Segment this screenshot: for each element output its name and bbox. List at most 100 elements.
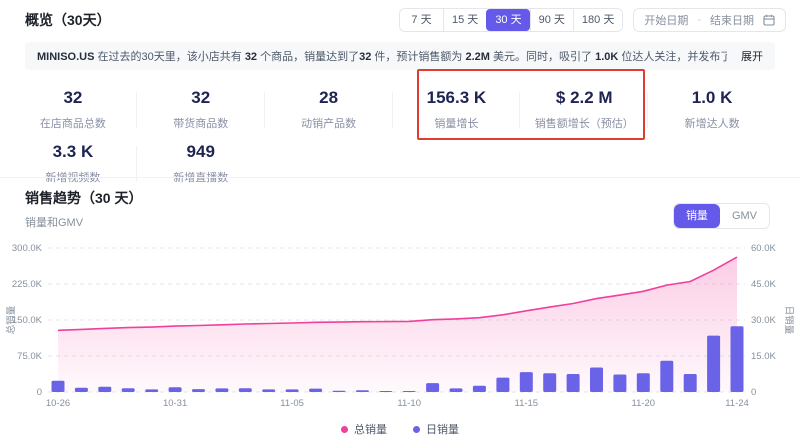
bar-11-03 <box>238 388 252 392</box>
sales-trend-chart: 0 0 75.0K 15.0K 150.0K 30.0K 225.0K 45.0K 300.0K… <box>0 238 800 416</box>
bar-10-29 <box>121 388 135 392</box>
right-axis-tick: 60.0K <box>751 243 776 254</box>
stat-cell: $ 2.2 M 销售额增长（预估） <box>520 84 648 131</box>
stat-label: 新增直播数 <box>173 172 229 184</box>
right-axis-tick: 45.0K <box>751 279 776 290</box>
stat-value: 32 <box>191 88 211 107</box>
bar-10-30 <box>145 389 159 392</box>
bar-11-10 <box>402 391 416 392</box>
stat-label: 新增视频数 <box>45 172 101 184</box>
stat-value: 156.3 K <box>426 88 487 107</box>
legend-label: 日销量 <box>426 424 459 436</box>
left-axis-tick: 75.0K <box>17 351 42 362</box>
stat-cell: 32 在店商品总数 <box>9 84 137 131</box>
left-axis-tick: 300.0K <box>12 243 43 254</box>
x-tick-11-10: 11-10 <box>397 398 421 409</box>
stat-label: 销售额增长（预估） <box>534 118 634 130</box>
right-axis-tick: 0 <box>751 387 756 398</box>
range-button-90天[interactable]: 90 天 <box>529 9 573 31</box>
bar-11-20 <box>636 373 650 392</box>
x-tick-10-31: 10-31 <box>163 398 187 409</box>
stat-value: 28 <box>319 88 339 107</box>
metric-toggle: 销量 GMV <box>672 203 770 229</box>
stat-value: $ 2.2 M <box>555 88 613 107</box>
bar-10-27 <box>74 387 88 392</box>
gridlines: 0 0 75.0K 15.0K 150.0K 30.0K 225.0K 45.0K 300.0K… <box>12 243 777 398</box>
bar-11-21 <box>660 360 674 392</box>
left-axis-title: 总销量 <box>5 305 17 334</box>
section-divider <box>0 177 800 178</box>
x-axis-ticks: 10-26 10-31 11-05 11-10 11-15 11-20 11-24 <box>46 398 749 409</box>
bar-11-11 <box>426 383 440 392</box>
legend-dot <box>413 425 420 433</box>
date-range-picker[interactable]: 开始日期 - 结束日期 <box>633 8 786 32</box>
bar-11-22 <box>683 374 697 392</box>
daily-sales-bars <box>51 326 744 392</box>
bar-11-17 <box>566 374 580 392</box>
bar-11-02 <box>215 388 229 392</box>
bar-11-14 <box>496 377 510 392</box>
end-date-placeholder[interactable]: 结束日期 <box>710 15 754 27</box>
x-tick-11-20: 11-20 <box>632 398 656 409</box>
stat-cell: 156.3 K 销量增长 <box>393 84 521 131</box>
bar-11-09 <box>379 391 393 392</box>
summary-text: MINISO.US 在过去的30天里，该小店共有 32 个商品，销量达到了32 … <box>37 51 727 63</box>
overview-header: 概览（30天） 7 天 15 天 30 天 90 天 180 天 开始日期 - 结束日期 <box>25 7 786 33</box>
x-tick-11-05: 11-05 <box>280 398 304 409</box>
stat-value: 3.3 K <box>52 142 94 161</box>
range-button-7天[interactable]: 7 天 <box>400 9 444 31</box>
trend-subtitle: 销量和GMV <box>25 217 84 229</box>
bar-11-19 <box>613 374 627 392</box>
metric-toggle-GMV[interactable]: GMV <box>719 204 769 228</box>
stat-value: 1.0 K <box>691 88 733 107</box>
bar-11-08 <box>355 390 369 392</box>
bar-11-13 <box>472 385 486 392</box>
legend-dot <box>341 425 348 433</box>
chart-legend: 总销量 日销量 <box>0 421 800 437</box>
stat-cell: 1.0 K 新增达人数 <box>648 84 776 131</box>
bar-11-23 <box>707 335 721 392</box>
stat-cell: 3.3 K 新增视频数 <box>9 138 137 185</box>
left-axis-tick: 150.0K <box>12 315 43 326</box>
calendar-icon <box>763 14 775 26</box>
trend-section-title: 销售趋势（30 天） <box>25 190 143 206</box>
bar-11-04 <box>262 389 276 392</box>
left-axis-tick: 225.0K <box>12 279 43 290</box>
bar-11-01 <box>192 389 205 392</box>
range-button-30天[interactable]: 30 天 <box>486 9 530 31</box>
bar-11-07 <box>332 390 346 392</box>
stat-cell: 32 带货商品数 <box>137 84 265 131</box>
stat-value: 32 <box>63 88 83 107</box>
time-range-filter: 7 天 15 天 30 天 90 天 180 天 <box>399 8 624 32</box>
bar-11-05 <box>285 389 299 392</box>
x-tick-10-26: 10-26 <box>46 398 70 409</box>
right-axis-tick: 30.0K <box>751 315 776 326</box>
stat-label: 动销产品数 <box>301 118 357 130</box>
summary-banner: MINISO.US 在过去的30天里，该小店共有 32 个商品，销量达到了32 … <box>25 42 775 70</box>
stat-cell: 949 新增直播数 <box>137 138 265 185</box>
right-axis-tick: 15.0K <box>751 351 776 362</box>
bar-11-06 <box>309 388 323 392</box>
expand-link[interactable]: 展开 <box>741 51 763 63</box>
stat-label: 在店商品总数 <box>39 118 106 130</box>
stats-row-2: 3.3 K 新增视频数 949 新增直播数 <box>9 138 776 185</box>
chart-canvas: 0 0 75.0K 15.0K 150.0K 30.0K 225.0K 45.0K 300.0K… <box>5 243 795 409</box>
total-sales-line <box>57 256 738 332</box>
metric-toggle-销量[interactable]: 销量 <box>673 204 720 228</box>
range-button-180天[interactable]: 180 天 <box>572 9 623 31</box>
start-date-placeholder[interactable]: 开始日期 <box>644 15 689 27</box>
stat-value: 949 <box>186 142 215 161</box>
bar-11-16 <box>543 373 557 392</box>
range-button-15天[interactable]: 15 天 <box>443 9 487 31</box>
x-tick-11-24: 11-24 <box>725 398 749 409</box>
left-axis-tick: 0 <box>37 387 42 398</box>
bar-11-12 <box>449 388 463 392</box>
legend-item-总销量[interactable]: 总销量 <box>341 421 387 437</box>
x-tick-11-15: 11-15 <box>515 398 539 409</box>
legend-item-日销量[interactable]: 日销量 <box>413 421 459 437</box>
bar-10-31 <box>168 387 182 392</box>
date-separator: - <box>697 14 701 26</box>
header-controls: 7 天 15 天 30 天 90 天 180 天 开始日期 - 结束日期 <box>399 8 786 32</box>
page-title: 概览（30天） <box>25 12 111 28</box>
